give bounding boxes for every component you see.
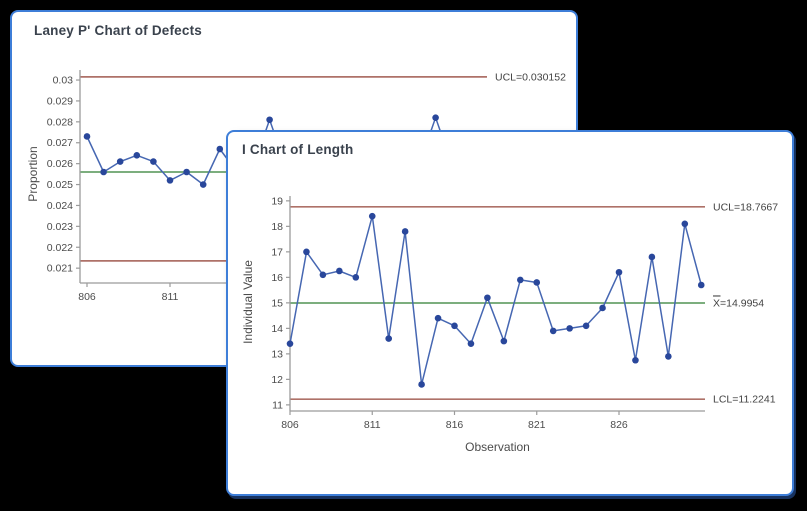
x-axis-title: Observation bbox=[465, 440, 530, 454]
y-tick-label: 0.021 bbox=[47, 263, 73, 275]
data-point bbox=[432, 114, 439, 121]
data-point bbox=[336, 267, 343, 275]
lcl-label: LCL=11.2241 bbox=[713, 394, 776, 406]
data-point bbox=[533, 279, 541, 286]
x-tick-label: 811 bbox=[162, 291, 179, 303]
data-point bbox=[582, 322, 590, 330]
data-point bbox=[133, 151, 141, 159]
data-point bbox=[368, 212, 376, 220]
data-point bbox=[319, 271, 327, 279]
data-point bbox=[451, 322, 458, 330]
laney-chart-title: Laney P' Chart of Defects bbox=[34, 23, 203, 38]
y-tick-label: 19 bbox=[271, 195, 283, 207]
y-tick-label: 13 bbox=[271, 348, 283, 360]
data-point bbox=[632, 356, 639, 364]
ucl-label: UCL=0.030152 bbox=[495, 71, 566, 83]
y-tick-label: 0.03 bbox=[53, 75, 74, 87]
data-point bbox=[199, 181, 207, 188]
ucl-label: UCL=18.7667 bbox=[713, 201, 778, 213]
data-point bbox=[100, 168, 107, 176]
x-tick-label: 806 bbox=[281, 419, 299, 431]
y-tick-label: 0.028 bbox=[47, 116, 73, 128]
data-point bbox=[385, 335, 392, 342]
x-tick-label: 821 bbox=[528, 419, 546, 431]
data-point bbox=[352, 274, 360, 281]
data-line bbox=[86, 136, 236, 186]
data-line bbox=[289, 215, 703, 386]
data-point bbox=[681, 220, 689, 228]
data-point bbox=[401, 228, 409, 235]
y-tick-label: 16 bbox=[271, 272, 283, 284]
x-tick-label: 816 bbox=[446, 419, 464, 431]
data-point bbox=[648, 253, 656, 261]
y-tick-label: 18 bbox=[271, 221, 283, 233]
data-point bbox=[517, 276, 524, 284]
y-tick-label: 17 bbox=[271, 246, 283, 258]
data-point bbox=[434, 314, 442, 322]
data-point bbox=[418, 381, 425, 388]
data-point bbox=[150, 158, 157, 165]
data-point bbox=[216, 145, 224, 153]
data-point bbox=[166, 177, 174, 184]
y-tick-label: 0.024 bbox=[47, 200, 73, 212]
i-chart-window[interactable]: I Chart of Length UCL=18.7667 LCL=11.2241… bbox=[226, 130, 794, 496]
data-point bbox=[697, 281, 705, 289]
data-point bbox=[549, 327, 557, 335]
data-point bbox=[303, 248, 310, 256]
data-point bbox=[83, 133, 91, 140]
x-tick-label: 806 bbox=[78, 291, 96, 303]
y-tick-label: 0.022 bbox=[47, 242, 73, 254]
data-point bbox=[116, 158, 124, 165]
y-tick-label: 12 bbox=[271, 374, 283, 386]
y-axis-title: Proportion bbox=[26, 146, 40, 201]
y-tick-label: 14 bbox=[271, 323, 283, 335]
data-point bbox=[615, 268, 623, 276]
data-point bbox=[286, 340, 294, 347]
data-point bbox=[566, 325, 573, 332]
y-tick-label: 0.026 bbox=[47, 158, 73, 170]
y-tick-label: 0.027 bbox=[47, 137, 73, 149]
y-tick-label: 0.029 bbox=[47, 95, 73, 107]
data-point bbox=[484, 294, 491, 302]
y-axis-title: Individual Value bbox=[241, 260, 255, 344]
data-point bbox=[500, 337, 508, 345]
data-point bbox=[599, 304, 606, 312]
data-point bbox=[665, 353, 672, 360]
data-point bbox=[183, 168, 190, 176]
y-tick-label: 11 bbox=[272, 399, 283, 411]
y-tick-label: 0.025 bbox=[47, 179, 73, 191]
y-tick-label: 15 bbox=[271, 297, 283, 309]
x-tick-label: 811 bbox=[364, 419, 381, 431]
data-point bbox=[266, 116, 273, 124]
y-tick-label: 0.023 bbox=[47, 221, 73, 233]
x-tick-label: 826 bbox=[610, 419, 628, 431]
i-chart: UCL=18.7667 LCL=11.2241 X=14.9954 19 18 17 16 1… bbox=[241, 195, 778, 454]
center-label: X=14.9954 bbox=[713, 297, 764, 309]
data-point bbox=[467, 340, 475, 347]
i-chart-title: I Chart of Length bbox=[242, 142, 354, 157]
